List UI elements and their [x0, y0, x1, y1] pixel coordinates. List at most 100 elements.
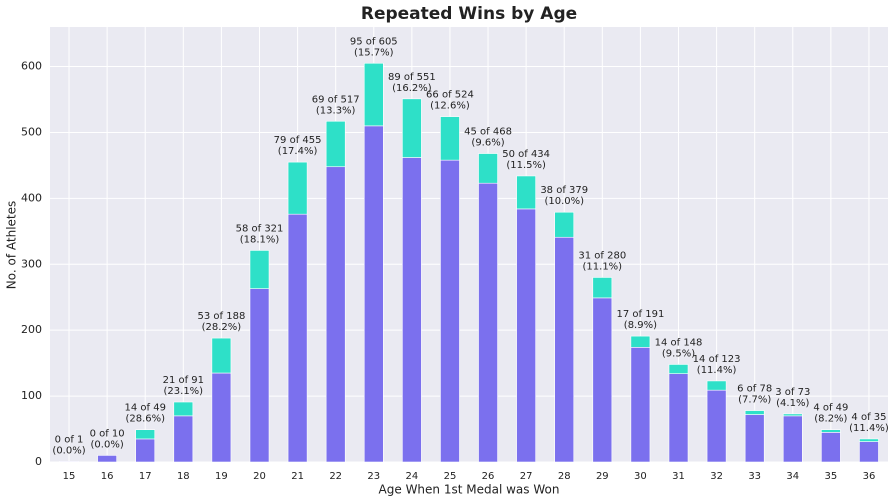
bar-segment — [325, 166, 346, 463]
x-tick-label: 33 — [748, 471, 761, 482]
bar-segment — [859, 441, 879, 463]
x-tick-label: 34 — [786, 471, 799, 482]
bar-segment — [782, 413, 803, 417]
x-axis-label: Age When 1st Medal was Won — [379, 483, 560, 497]
bar-segment — [402, 157, 422, 463]
bar-segment — [135, 438, 156, 463]
value-label: (28.2%) — [202, 322, 242, 333]
value-label: (11.4%) — [697, 365, 737, 376]
value-label: (11.5%) — [506, 160, 546, 171]
value-label: (8.2%) — [814, 414, 847, 425]
bar-segment — [287, 213, 308, 463]
value-label: (12.6%) — [430, 101, 470, 112]
x-tick-label: 26 — [482, 471, 495, 482]
bar-segment — [706, 380, 727, 391]
chart-title: Repeated Wins by Age — [361, 4, 577, 24]
y-axis-label: No. of Athletes — [5, 201, 19, 289]
value-label: (18.1%) — [240, 234, 280, 245]
x-tick-label: 35 — [824, 471, 837, 482]
value-label: 3 of 73 — [775, 387, 810, 398]
x-tick-label: 24 — [405, 471, 418, 482]
value-label: (23.1%) — [164, 386, 204, 397]
bar-segment — [440, 159, 460, 463]
bar-segment — [516, 175, 536, 210]
bar-segment — [287, 161, 308, 215]
value-label: (0.0%) — [91, 439, 124, 450]
value-label: (11.1%) — [583, 261, 623, 272]
x-tick-label: 15 — [63, 471, 76, 482]
value-label: 50 of 434 — [502, 149, 550, 160]
value-label: (7.7%) — [738, 395, 771, 406]
bar-segment — [744, 410, 765, 415]
value-label: 14 of 49 — [125, 403, 166, 414]
value-label: (28.6%) — [125, 414, 165, 425]
bar-segment — [249, 250, 270, 289]
x-tick-label: 30 — [634, 471, 647, 482]
bar-segment — [402, 98, 422, 158]
value-label: (15.7%) — [354, 47, 394, 58]
bar-segment — [821, 432, 841, 463]
x-tick-label: 22 — [329, 471, 342, 482]
bar-segment — [440, 116, 460, 161]
bar-segment — [211, 372, 232, 463]
bar-segment — [668, 373, 689, 463]
y-tick-label: 200 — [21, 323, 42, 336]
bar-segment — [59, 461, 79, 463]
bar-segment — [249, 288, 270, 463]
bar-segment — [859, 438, 879, 442]
y-tick-label: 600 — [21, 60, 42, 73]
x-tick-label: 21 — [291, 471, 304, 482]
bar-segment — [554, 211, 575, 238]
value-label: (16.2%) — [392, 83, 432, 94]
y-tick-label: 100 — [21, 389, 42, 402]
value-label: 0 of 1 — [55, 434, 84, 445]
bar-segment — [478, 182, 498, 463]
x-tick-label: 31 — [672, 471, 685, 482]
y-tick-label: 300 — [21, 257, 42, 270]
value-label: 89 of 551 — [388, 72, 436, 83]
bar-segment — [97, 455, 117, 463]
x-tick-label: 19 — [215, 471, 228, 482]
bar-segment — [363, 125, 384, 463]
bar-segment — [744, 414, 765, 463]
value-label: (9.5%) — [662, 348, 695, 359]
value-label: 4 of 35 — [851, 412, 886, 423]
x-tick-label: 18 — [177, 471, 190, 482]
value-label: (13.3%) — [316, 105, 356, 116]
bar-segment — [630, 347, 651, 463]
x-tick-label: 36 — [863, 471, 876, 482]
bar-segment — [325, 120, 346, 168]
plot-area — [50, 27, 888, 462]
bar-segment — [554, 236, 575, 463]
value-label: 4 of 49 — [813, 403, 848, 414]
value-label: (0.0%) — [52, 445, 85, 456]
bar-segment — [630, 335, 651, 348]
bar-segment — [592, 277, 613, 299]
value-label: 45 of 468 — [464, 127, 512, 138]
y-tick-label: 400 — [21, 191, 42, 204]
x-tick-label: 23 — [367, 471, 380, 482]
value-label: (9.6%) — [471, 138, 504, 149]
bar-segment — [706, 389, 727, 463]
value-label: (10.0%) — [544, 196, 584, 207]
value-label: 38 of 379 — [540, 185, 588, 196]
value-label: 17 of 191 — [617, 309, 665, 320]
bar-segment — [135, 429, 156, 440]
value-label: (4.1%) — [776, 398, 809, 409]
bar-segment — [173, 401, 194, 417]
value-label: (11.4%) — [849, 423, 889, 434]
value-label: 95 of 605 — [350, 36, 398, 47]
bar-segment — [211, 337, 232, 374]
bar-segment — [173, 415, 194, 463]
bar-segment — [363, 62, 384, 127]
bar-segment — [478, 153, 498, 184]
bar-segment — [592, 297, 613, 463]
x-tick-label: 27 — [520, 471, 533, 482]
value-label: 69 of 517 — [312, 94, 360, 105]
value-label: 79 of 455 — [274, 135, 322, 146]
x-tick-label: 17 — [139, 471, 152, 482]
value-label: 53 of 188 — [198, 311, 246, 322]
value-label: 21 of 91 — [163, 375, 204, 386]
value-label: 58 of 321 — [236, 223, 284, 234]
